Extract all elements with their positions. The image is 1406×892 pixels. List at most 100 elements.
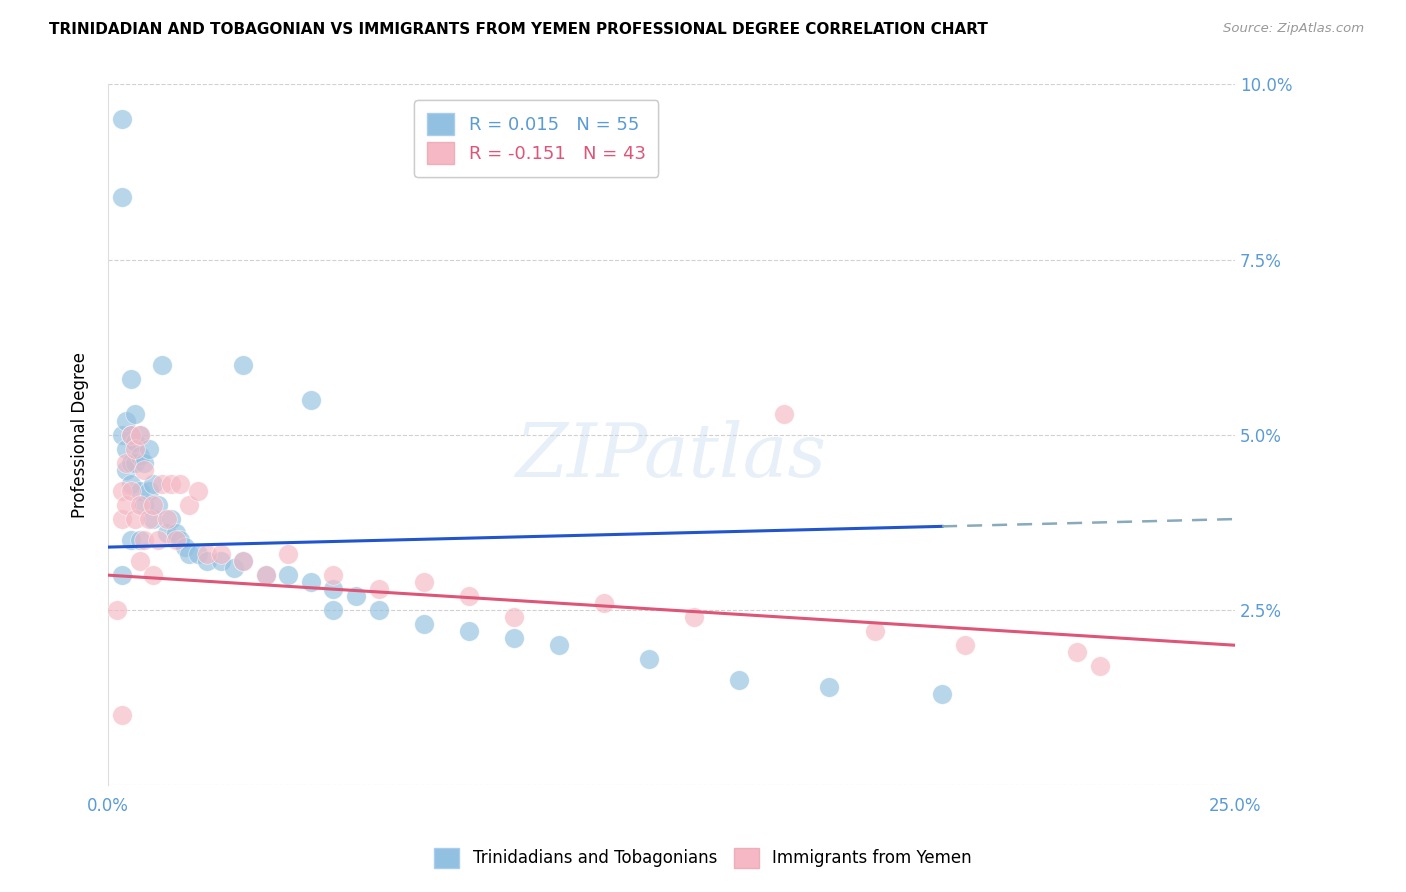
Point <box>165 533 187 547</box>
Point <box>128 449 150 463</box>
Point <box>128 498 150 512</box>
Point <box>120 428 142 442</box>
Point <box>110 483 132 498</box>
Point <box>120 533 142 547</box>
Point <box>115 498 138 512</box>
Point <box>138 512 160 526</box>
Point <box>120 456 142 470</box>
Point <box>209 547 232 561</box>
Point <box>773 407 796 421</box>
Point <box>344 589 367 603</box>
Point <box>232 554 254 568</box>
Point <box>187 483 209 498</box>
Point <box>128 554 150 568</box>
Point <box>132 498 155 512</box>
Point <box>547 638 569 652</box>
Point <box>195 554 218 568</box>
Point <box>187 547 209 561</box>
Point <box>110 708 132 723</box>
Point <box>1088 659 1111 673</box>
Point <box>232 358 254 372</box>
Point <box>128 483 150 498</box>
Point <box>138 442 160 456</box>
Point <box>128 428 150 442</box>
Point <box>299 392 322 407</box>
Point <box>150 358 173 372</box>
Point <box>124 407 146 421</box>
Point <box>142 498 165 512</box>
Point <box>132 456 155 470</box>
Point <box>367 582 389 597</box>
Point <box>142 477 165 491</box>
Point <box>173 540 195 554</box>
Point <box>169 477 191 491</box>
Point <box>155 512 177 526</box>
Point <box>683 610 706 624</box>
Point <box>110 189 132 203</box>
Point <box>146 533 169 547</box>
Point <box>142 512 165 526</box>
Point <box>195 547 218 561</box>
Point <box>128 428 150 442</box>
Point <box>115 463 138 477</box>
Point <box>502 632 524 646</box>
Point <box>124 512 146 526</box>
Point <box>150 477 173 491</box>
Point <box>115 414 138 428</box>
Point <box>1066 645 1088 659</box>
Point <box>132 463 155 477</box>
Point <box>155 526 177 541</box>
Point <box>224 561 246 575</box>
Point <box>593 596 616 610</box>
Point <box>110 512 132 526</box>
Point <box>457 624 479 639</box>
Point <box>277 547 299 561</box>
Point <box>124 434 146 449</box>
Point <box>299 575 322 590</box>
Point <box>322 568 344 582</box>
Point <box>146 498 169 512</box>
Point <box>179 547 201 561</box>
Point <box>115 442 138 456</box>
Point <box>138 483 160 498</box>
Point <box>728 673 751 688</box>
Point <box>120 483 142 498</box>
Point <box>169 533 191 547</box>
Point <box>322 603 344 617</box>
Point <box>132 533 155 547</box>
Point <box>110 112 132 127</box>
Text: ZIPatlas: ZIPatlas <box>516 420 827 492</box>
Legend: Trinidadians and Tobagonians, Immigrants from Yemen: Trinidadians and Tobagonians, Immigrants… <box>427 841 979 875</box>
Point <box>160 512 183 526</box>
Text: Source: ZipAtlas.com: Source: ZipAtlas.com <box>1223 22 1364 36</box>
Point <box>120 372 142 386</box>
Point <box>232 554 254 568</box>
Point <box>953 638 976 652</box>
Point <box>124 456 146 470</box>
Point <box>638 652 661 666</box>
Point <box>254 568 277 582</box>
Point <box>502 610 524 624</box>
Point <box>863 624 886 639</box>
Point <box>128 533 150 547</box>
Point <box>457 589 479 603</box>
Point <box>160 477 183 491</box>
Point <box>254 568 277 582</box>
Y-axis label: Professional Degree: Professional Degree <box>72 352 89 518</box>
Point <box>120 477 142 491</box>
Point <box>120 428 142 442</box>
Point <box>105 603 128 617</box>
Point <box>277 568 299 582</box>
Point <box>110 428 132 442</box>
Point <box>367 603 389 617</box>
Point <box>412 617 434 632</box>
Point <box>115 456 138 470</box>
Point <box>142 568 165 582</box>
Point <box>165 526 187 541</box>
Point <box>179 498 201 512</box>
Point <box>110 568 132 582</box>
Text: TRINIDADIAN AND TOBAGONIAN VS IMMIGRANTS FROM YEMEN PROFESSIONAL DEGREE CORRELAT: TRINIDADIAN AND TOBAGONIAN VS IMMIGRANTS… <box>49 22 988 37</box>
Point <box>322 582 344 597</box>
Point <box>818 681 841 695</box>
Point <box>124 442 146 456</box>
